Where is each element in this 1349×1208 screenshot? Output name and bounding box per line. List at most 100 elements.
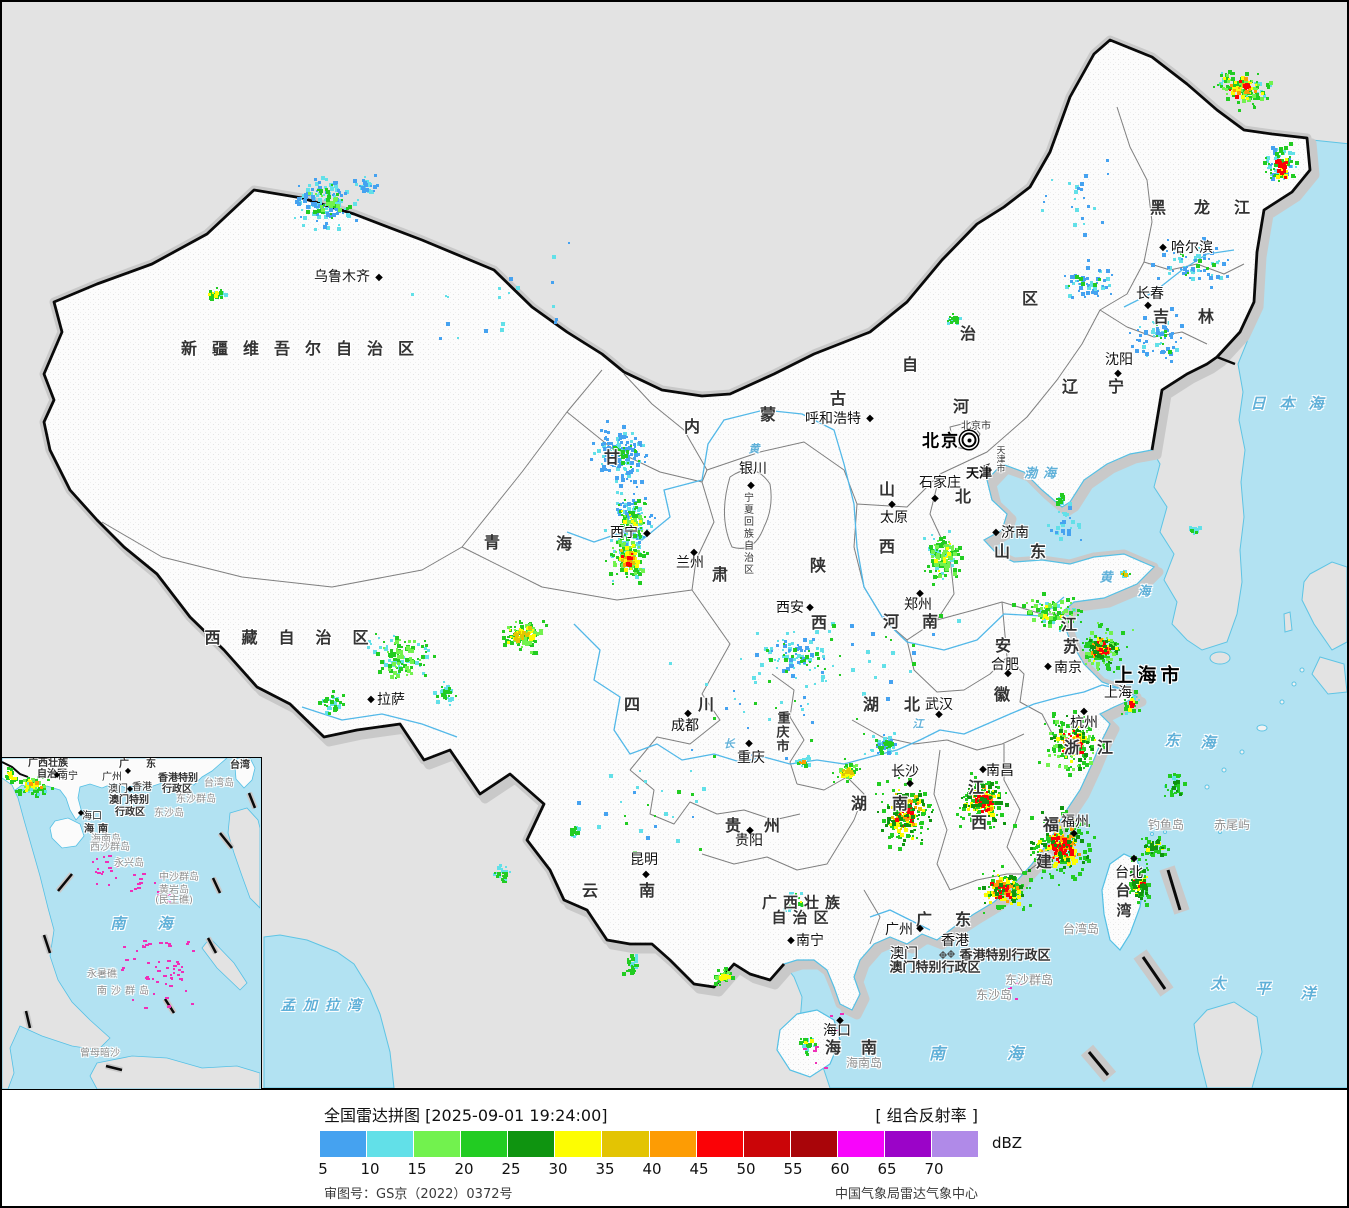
foreign-islands	[1193, 561, 1347, 1088]
province-label: 治	[744, 553, 754, 564]
province-label: 东	[1029, 542, 1047, 561]
province-label: 福	[1042, 815, 1060, 834]
inset-hainan	[49, 817, 85, 849]
province-label: 龙	[1193, 198, 1211, 217]
province-label: 重	[777, 711, 791, 727]
city-label: 西安	[776, 600, 804, 616]
province-label: 安	[994, 636, 1012, 655]
province-label: 市	[776, 739, 790, 755]
province-label: 林	[1197, 307, 1215, 326]
city-label: 杭州	[1070, 715, 1098, 731]
city-marker-icon: ◆	[1070, 828, 1078, 839]
province-label: 北	[954, 487, 972, 506]
legend-title: 全国雷达拼图 [2025-09-01 19:24:00]	[324, 1106, 608, 1125]
city-label: 西宁	[610, 525, 638, 541]
colorbar-swatch	[508, 1131, 555, 1157]
nine-dash-segments	[1087, 869, 1182, 1076]
capital-marker-icon	[961, 432, 977, 448]
province-label: 贵	[724, 816, 742, 835]
inset-label: 海口	[82, 811, 102, 822]
province-label: 四	[623, 695, 641, 714]
city-marker-icon: ◆	[747, 480, 755, 491]
city-label: 南京	[1054, 660, 1082, 676]
province-label: 北京	[922, 431, 960, 452]
colorbar-swatch	[696, 1131, 743, 1157]
tick-label: 10	[360, 1160, 380, 1178]
inset-label: 海南岛	[91, 834, 121, 845]
inset-label: 海	[84, 824, 94, 835]
province-label: 北京市	[961, 421, 991, 432]
city-label: 武汉	[925, 697, 953, 713]
colorbar-swatch	[555, 1131, 602, 1157]
province-label: 自	[901, 355, 919, 374]
province-label: 新疆维吾尔自治区	[180, 339, 430, 358]
province-label: 肃	[711, 565, 729, 584]
sea-label: 黄	[1099, 570, 1113, 586]
city-label: 成都	[671, 718, 699, 734]
province-label: 澳门特别行政区	[889, 960, 981, 976]
city-marker-icon: ◆	[787, 935, 795, 946]
inset-label: 广西壮族	[28, 758, 68, 769]
island-label: 赤尾屿	[1213, 818, 1251, 832]
island-label: 东沙岛	[975, 988, 1013, 1002]
tick-label: 50	[736, 1160, 756, 1178]
tick-label: 15	[407, 1160, 427, 1178]
colorbar-swatch	[414, 1131, 461, 1157]
province-borders	[101, 106, 1245, 945]
city-label: 乌鲁木齐	[314, 269, 370, 285]
inset-label: 自治区	[37, 769, 67, 780]
province-label: 香港	[941, 933, 969, 949]
tick-label: 45	[689, 1160, 709, 1178]
inset-sea-label: 南	[110, 914, 126, 933]
province-label: 州	[763, 816, 781, 835]
inset-label: 行政区	[115, 807, 145, 818]
city-marker-icon: ◆	[979, 764, 987, 775]
city-label: 广州	[885, 922, 913, 938]
province-label: 津	[996, 455, 1006, 466]
province-label: 香港特别行政区	[959, 948, 1051, 964]
city-marker-icon: ◆	[684, 708, 692, 719]
city-label: 济南	[1001, 525, 1029, 541]
city-label: 太原	[880, 510, 908, 526]
province-label: 江	[1060, 615, 1078, 634]
inset-border-segment	[2, 761, 29, 778]
province-label: 北	[903, 695, 921, 714]
province-label: 南	[891, 794, 909, 813]
island-label: 台湾岛	[1062, 922, 1100, 936]
source-label: 中国气象局雷达气象中心	[834, 1187, 978, 1202]
province-label: 西	[878, 537, 896, 556]
city-marker-icon: ◆	[690, 547, 698, 558]
tick-label: 40	[642, 1160, 662, 1178]
dbz-unit-label: dBZ	[992, 1134, 1023, 1152]
city-label: 拉萨	[377, 692, 405, 708]
colorbar-swatch	[932, 1131, 979, 1157]
city-label: 石家庄	[919, 475, 961, 491]
sea-label: 海	[1200, 733, 1216, 752]
tick-label: 30	[548, 1160, 568, 1178]
inset-label: (民主礁)	[155, 895, 193, 906]
province-label: 山	[878, 480, 896, 499]
inset-label: 中沙群岛	[159, 872, 199, 883]
province-label: 山	[993, 542, 1011, 561]
radar-echo	[7, 771, 39, 792]
city-marker-icon: ◆	[1004, 668, 1012, 679]
city-marker-icon: ◆	[1114, 368, 1122, 379]
colorbar-swatch	[837, 1131, 884, 1157]
inset-label: 台湾	[230, 760, 250, 771]
tick-label: 65	[877, 1160, 897, 1178]
province-label: 南	[860, 1038, 878, 1057]
province-label: 上海	[1104, 685, 1132, 701]
tumen-border-spur	[1216, 355, 1236, 366]
city-label: 长春	[1136, 286, 1164, 302]
province-label: 夏	[744, 505, 754, 516]
province-label: 海	[824, 1038, 842, 1057]
inset-label: 南沙群岛	[97, 986, 153, 997]
city-label: 贵阳	[735, 833, 763, 849]
city-label: 郑州	[904, 597, 932, 613]
province-label: 河	[882, 612, 900, 631]
sea-label: 南	[928, 1044, 946, 1063]
colorbar-swatch	[884, 1131, 932, 1157]
city-label: 重庆	[737, 750, 765, 766]
city-marker-icon: ◆	[643, 528, 651, 539]
